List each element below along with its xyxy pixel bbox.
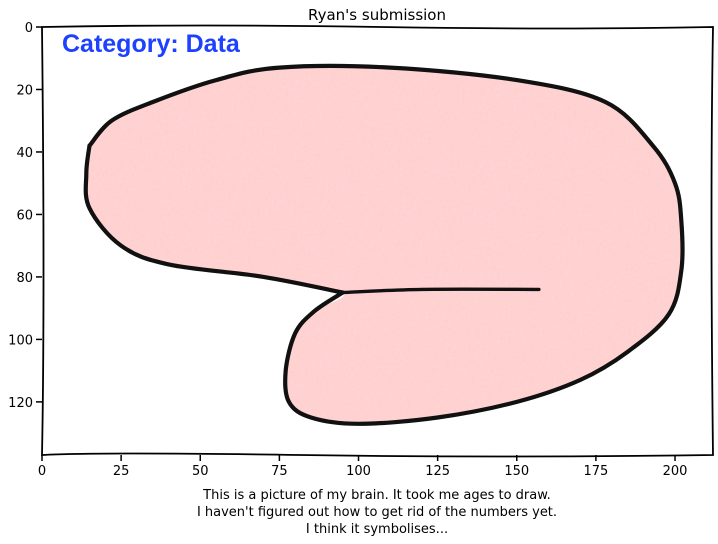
brain-outline-lower — [83, 143, 345, 295]
caption-line-1: This is a picture of my brain. It took m… — [202, 488, 551, 503]
category-label: Category: Data — [62, 30, 241, 58]
x-axis: 0 25 50 75 100 125 150 175 200 — [38, 455, 688, 479]
y-tick-label: 40 — [16, 146, 33, 161]
x-tick-label: 0 — [38, 464, 46, 479]
y-axis: 0 20 40 60 80 100 120 — [8, 21, 42, 411]
y-tick-label: 20 — [16, 83, 33, 98]
x-tick-label: 25 — [113, 464, 130, 479]
x-tick-label: 200 — [663, 464, 688, 479]
plot-frame — [41, 24, 714, 458]
x-tick-label: 175 — [583, 464, 608, 479]
y-tick-label: 120 — [8, 396, 33, 411]
chart-title: Ryan's submission — [308, 6, 446, 24]
x-tick-label: 150 — [504, 464, 529, 479]
x-tick-label: 100 — [346, 464, 371, 479]
brain-outline-upper — [87, 63, 685, 426]
x-tick-label: 50 — [192, 464, 209, 479]
caption-line-3: I think it symbolises... — [306, 522, 448, 537]
y-tick-label: 0 — [25, 21, 33, 36]
x-tick-label: 75 — [271, 464, 288, 479]
brain-fill-texture — [85, 66, 683, 424]
x-tick-label: 125 — [425, 464, 450, 479]
y-tick-label: 80 — [16, 271, 33, 286]
brain-drawing — [83, 63, 685, 426]
caption-line-2: I haven't figured out how to get rid of … — [197, 505, 557, 520]
y-tick-label: 100 — [8, 333, 33, 348]
brain-inner-stroke — [341, 287, 541, 295]
y-tick-label: 60 — [16, 208, 33, 223]
